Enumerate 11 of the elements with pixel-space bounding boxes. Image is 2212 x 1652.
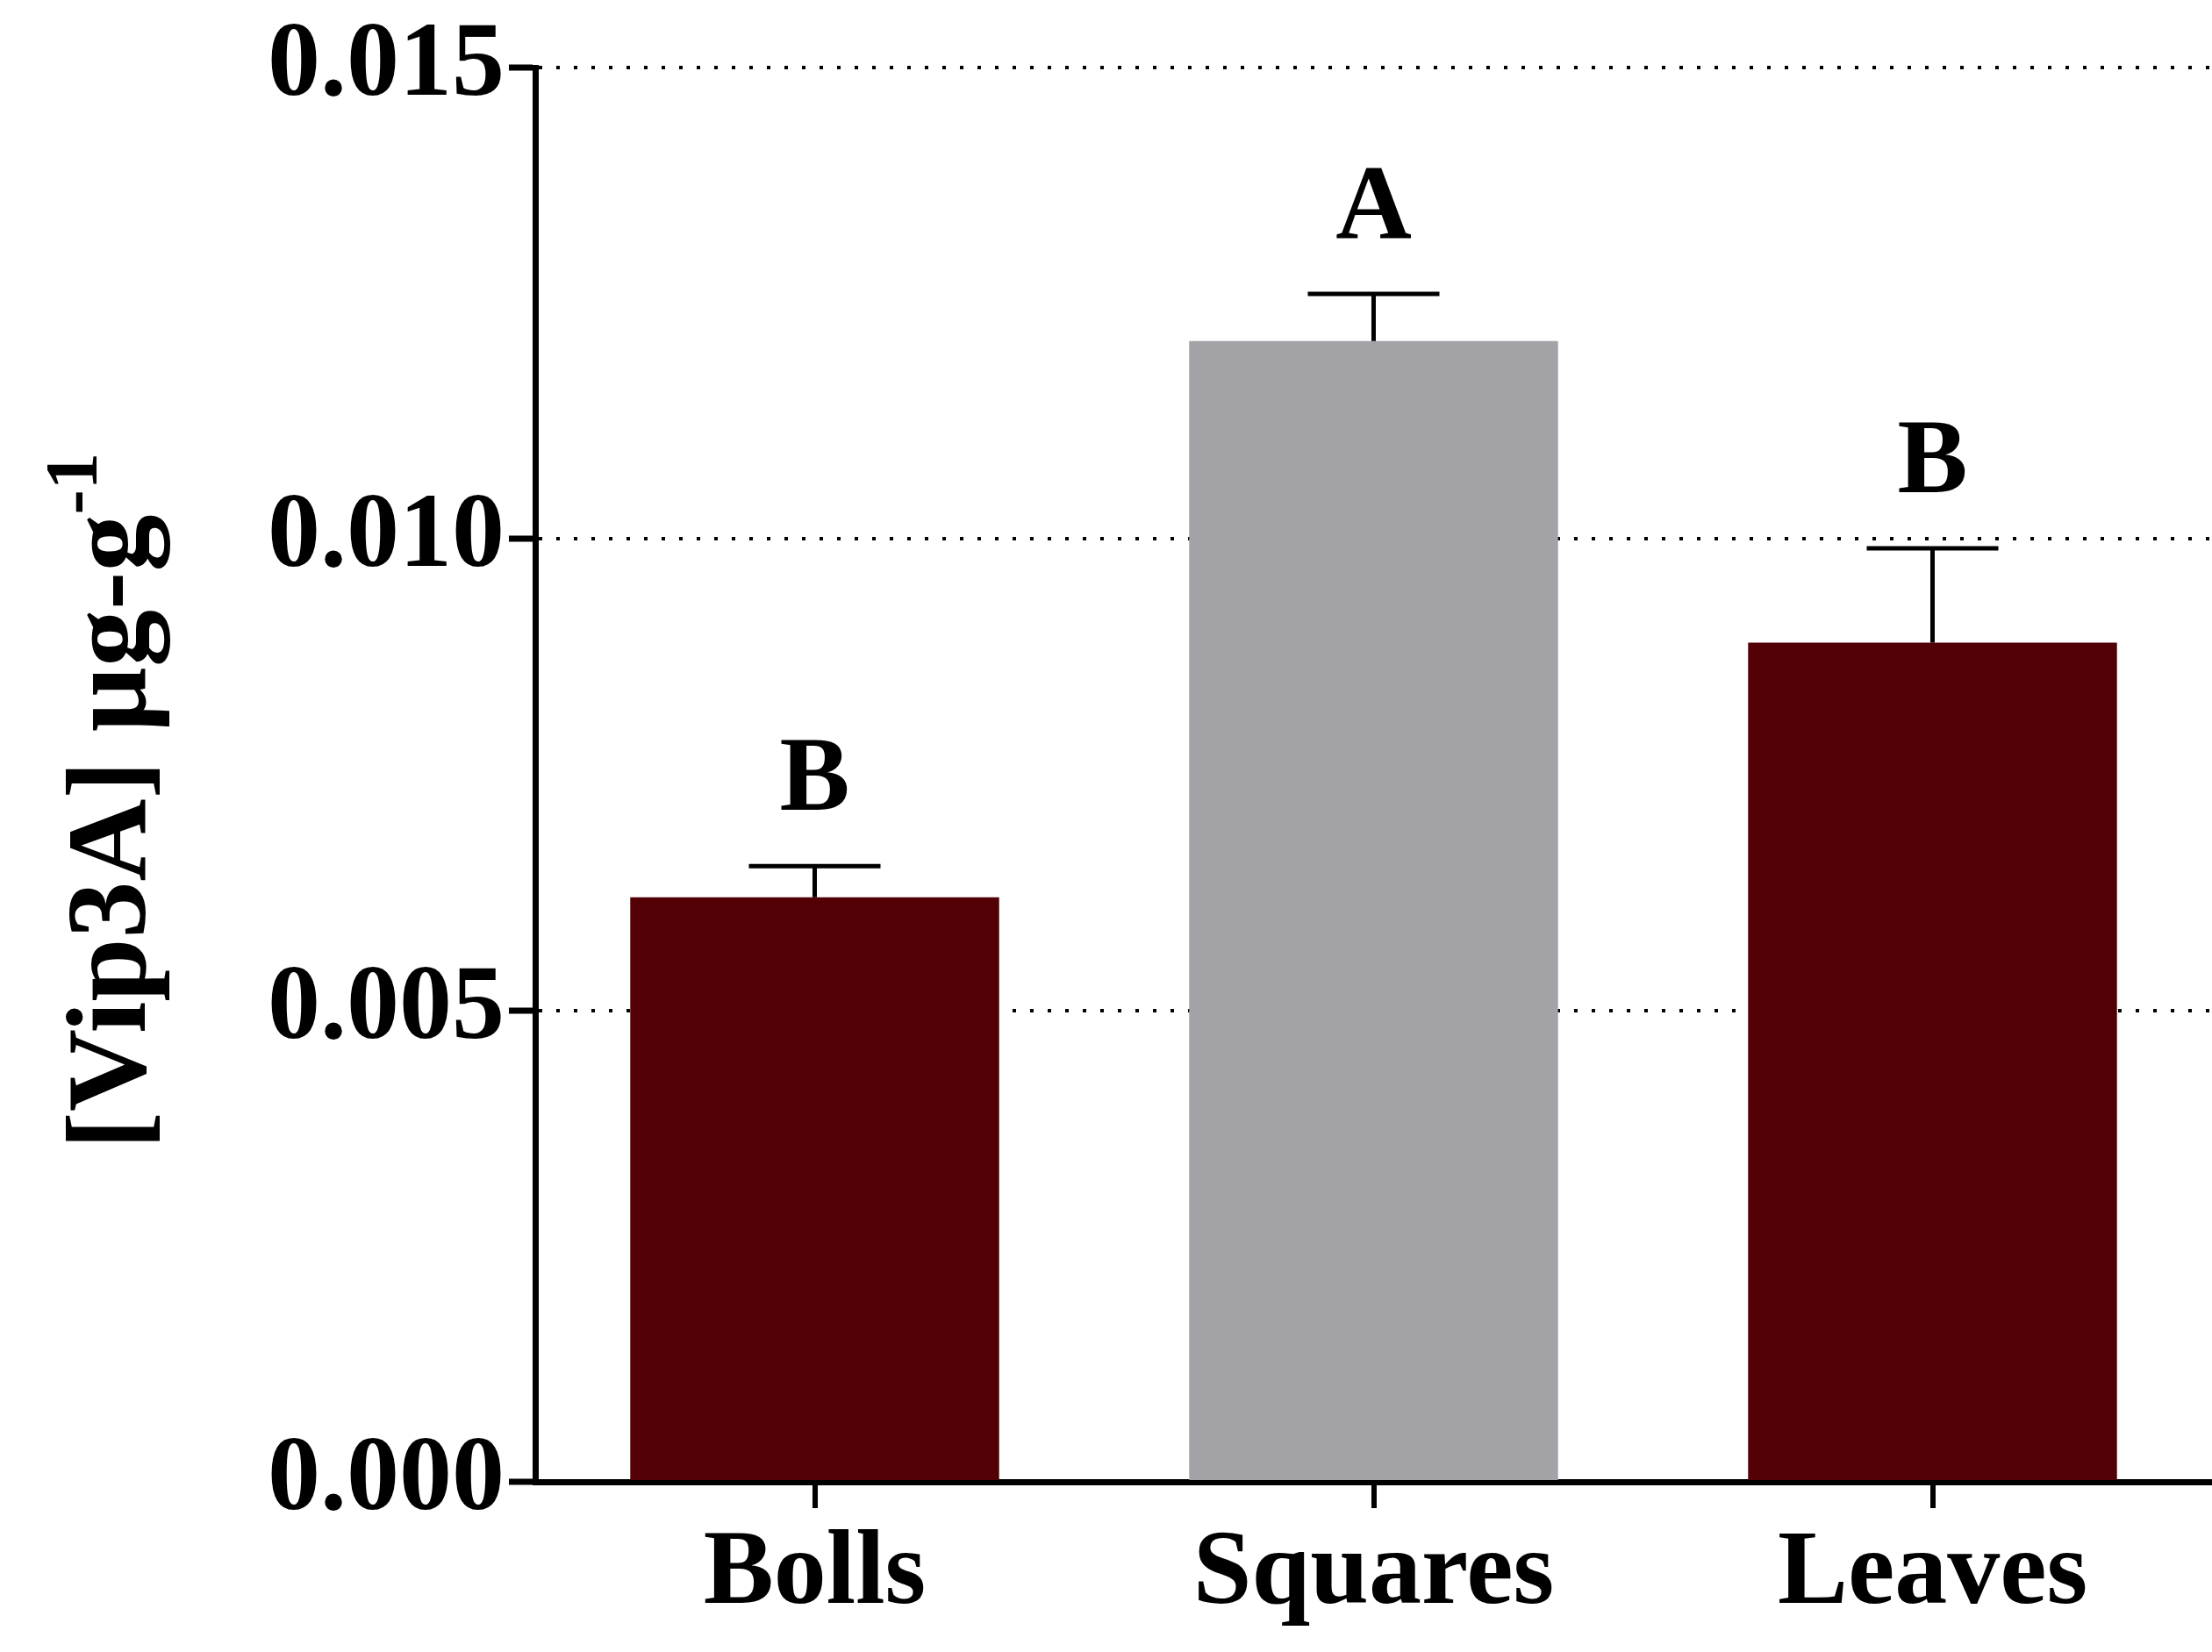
annotation: B [1897,398,1968,516]
y-tick-label: 0.005 [268,943,505,1061]
x-tick-label: Squares [1192,1509,1555,1626]
y-tick-label: 0.015 [268,1,505,118]
y-axis-title: [Vip3A] µg-g-1 [30,452,170,1150]
annotation: A [1335,143,1412,261]
y-tick-label: 0.010 [268,472,505,590]
y-tick-label: 0.000 [268,1415,505,1532]
x-tick-label: Leaves [1777,1509,2088,1626]
x-tick-label: Bolls [703,1509,927,1626]
annotation: B [779,716,850,833]
